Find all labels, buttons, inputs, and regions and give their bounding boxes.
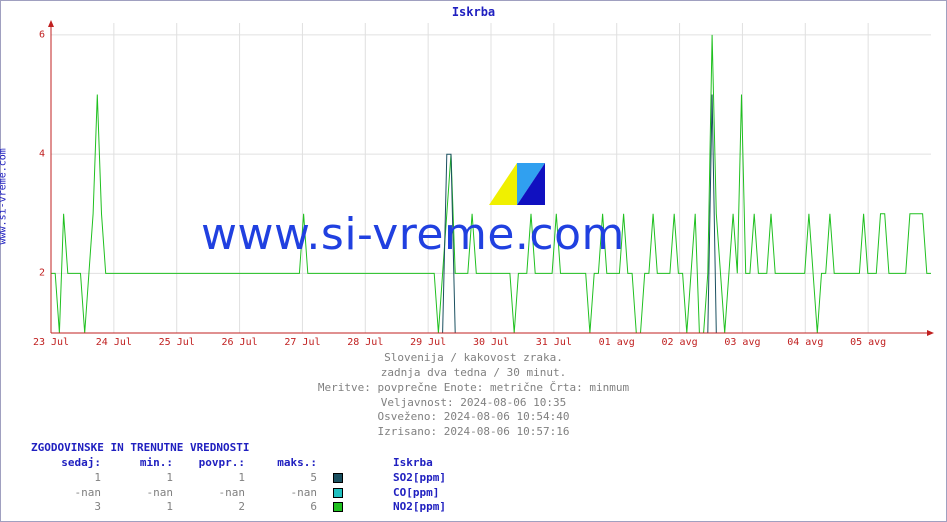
x-tick: 04 avg [787, 337, 823, 348]
x-tick: 29 Jul [410, 337, 446, 348]
y-axis-label: www.si-vreme.com [0, 148, 9, 244]
stats-row: -nan-nan-nan-nanCO[ppm] [31, 486, 463, 501]
x-tick: 02 avg [662, 337, 698, 348]
caption-line: Meritve: povprečne Enote: metrične Črta:… [1, 381, 946, 396]
y-tick: 2 [39, 268, 45, 279]
x-tick: 26 Jul [222, 337, 258, 348]
stats-col-header: min.: [103, 456, 175, 471]
x-tick: 23 Jul [33, 337, 69, 348]
x-tick: 28 Jul [347, 337, 383, 348]
stats-value: 3 [31, 500, 103, 515]
x-tick: 30 Jul [473, 337, 509, 348]
stats-value: 1 [103, 500, 175, 515]
chart-title: Iskrba [1, 5, 946, 19]
caption-line: Veljavnost: 2024-08-06 10:35 [1, 396, 946, 411]
watermark-text: www.si-vreme.com [201, 209, 625, 260]
stats-value: 2 [175, 500, 247, 515]
stats-col-header: povpr.: [175, 456, 247, 471]
legend-swatch [319, 486, 391, 501]
x-tick: 03 avg [724, 337, 760, 348]
x-tick: 05 avg [850, 337, 886, 348]
x-tick: 01 avg [599, 337, 635, 348]
stats-value: -nan [175, 486, 247, 501]
stats-value: -nan [247, 486, 319, 501]
stats-value: 5 [247, 471, 319, 486]
caption-line: Osveženo: 2024-08-06 10:54:40 [1, 410, 946, 425]
stats-value: -nan [31, 486, 103, 501]
caption-line: Izrisano: 2024-08-06 10:57:16 [1, 425, 946, 440]
chart-plot: www.si-vreme.com 24623 Jul24 Jul25 Jul26… [51, 23, 931, 333]
stats-value: 1 [175, 471, 247, 486]
stats-col-header: sedaj: [31, 456, 103, 471]
stats-row: 3126 NO2[ppm] [31, 500, 463, 515]
stats-title: ZGODOVINSKE IN TRENUTNE VREDNOSTI [31, 441, 463, 456]
x-tick: 31 Jul [536, 337, 572, 348]
caption-line: zadnja dva tedna / 30 minut. [1, 366, 946, 381]
stats-group-label: Iskrba [391, 456, 463, 471]
y-tick: 6 [39, 29, 45, 40]
stats-block: ZGODOVINSKE IN TRENUTNE VREDNOSTI sedaj:… [31, 441, 463, 515]
x-tick: 25 Jul [159, 337, 195, 348]
stats-row: 1115SO2[ppm] [31, 471, 463, 486]
stats-col-header: maks.: [247, 456, 319, 471]
legend-swatch [319, 500, 391, 515]
stats-value: 6 [247, 500, 319, 515]
stats-table: sedaj:min.:povpr.:maks.:Iskrba 1115SO2[p… [31, 456, 463, 515]
x-tick: 24 Jul [96, 337, 132, 348]
chart-caption: Slovenija / kakovost zraka. zadnja dva t… [1, 351, 946, 440]
watermark-logo [489, 163, 545, 205]
x-tick: 27 Jul [284, 337, 320, 348]
stats-value: -nan [103, 486, 175, 501]
y-tick: 4 [39, 149, 45, 160]
legend-label: CO[ppm] [391, 486, 463, 501]
stats-value: 1 [31, 471, 103, 486]
caption-line: Slovenija / kakovost zraka. [1, 351, 946, 366]
stats-value: 1 [103, 471, 175, 486]
legend-label: NO2[ppm] [391, 500, 463, 515]
legend-label: SO2[ppm] [391, 471, 463, 486]
legend-swatch [319, 471, 391, 486]
